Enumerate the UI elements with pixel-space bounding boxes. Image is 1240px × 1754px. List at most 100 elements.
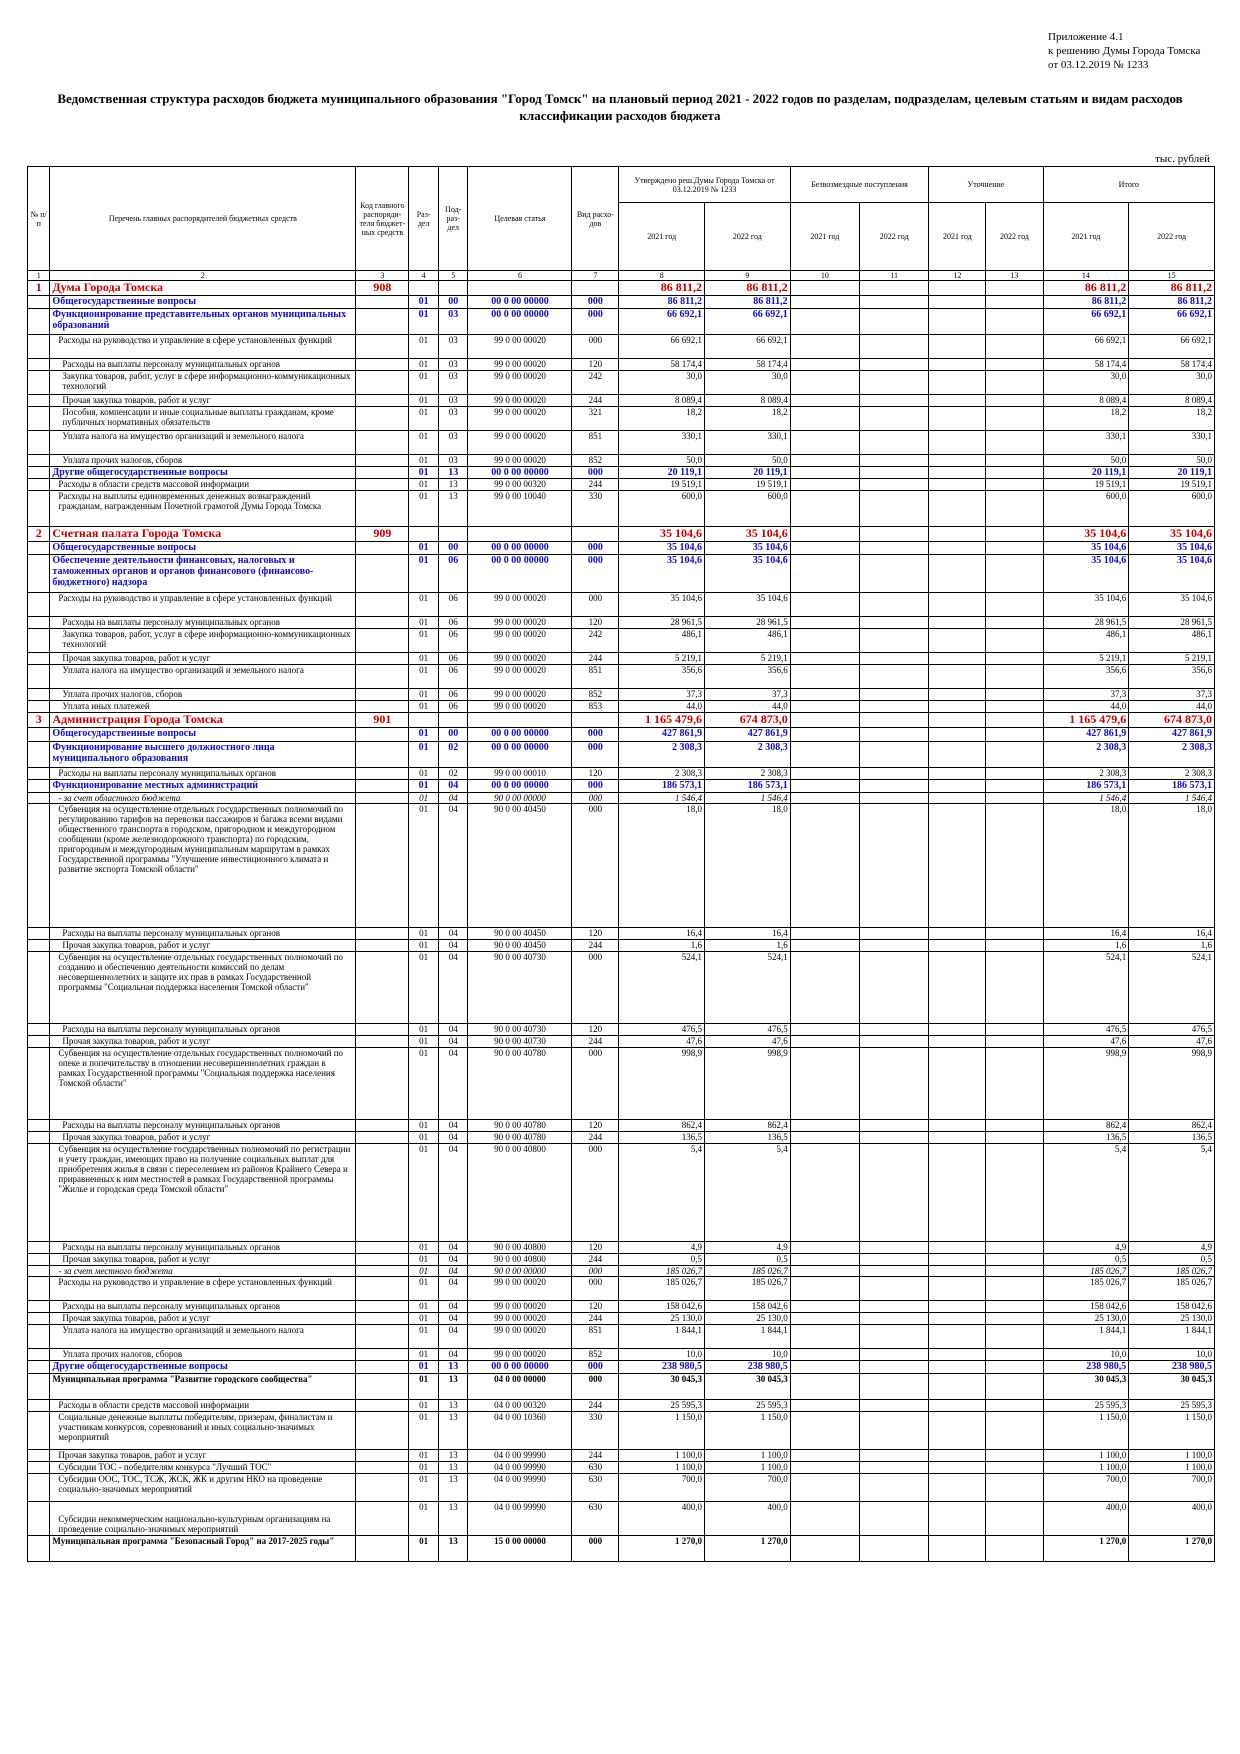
row-approved-2021: 330,1	[618, 430, 706, 455]
row-number	[26, 490, 51, 527]
row-clarify-2021	[928, 1473, 987, 1502]
row-vid: 321	[571, 406, 620, 431]
row-target: 99 0 00 00020	[467, 454, 573, 467]
row-total-2022: 35 104,6	[1128, 526, 1215, 542]
row-free-2022	[859, 554, 930, 593]
row-podrazdel: 03	[437, 394, 469, 407]
row-clarify-2021	[928, 478, 987, 491]
row-code: 901	[355, 712, 410, 728]
header-year: 2022 год	[704, 202, 791, 271]
row-approved-2022: 30 045,3	[704, 1373, 791, 1400]
table-row: Прочая закупка товаров, работ и услуг 01 0…	[26, 1253, 1215, 1266]
row-podrazdel: 04	[437, 1324, 469, 1349]
row-approved-2022: 400,0	[704, 1501, 791, 1536]
row-total-2022: 1 270,0	[1128, 1535, 1215, 1562]
row-number	[26, 1143, 51, 1242]
row-approved-2022: 47,6	[704, 1035, 791, 1048]
row-razdel	[408, 712, 439, 728]
row-free-2022	[859, 308, 930, 335]
row-approved-2022: 8 089,4	[704, 394, 791, 407]
row-code	[355, 652, 410, 665]
row-clarify-2022	[985, 592, 1044, 617]
row-code	[355, 1360, 410, 1374]
row-total-2021: 1 100,0	[1042, 1449, 1130, 1462]
row-name: Субвенция на осуществление отдельных гос…	[49, 951, 357, 1024]
row-approved-2021: 1 100,0	[618, 1449, 706, 1462]
row-razdel: 01	[408, 358, 439, 371]
row-approved-2022: 50,0	[704, 454, 791, 467]
row-approved-2022: 1 150,0	[704, 1411, 791, 1450]
row-free-2021	[789, 490, 861, 527]
row-name: - за счет областного бюджета	[49, 792, 357, 804]
row-podrazdel: 06	[437, 664, 469, 689]
row-name: Общегосударственные вопросы	[49, 727, 357, 742]
row-vid: 630	[571, 1501, 620, 1536]
table-row: Субвенция на осуществление отдельных гос…	[26, 803, 1215, 928]
header-year: 2021 год	[789, 202, 861, 271]
row-number	[26, 1276, 51, 1301]
row-number	[26, 1312, 51, 1325]
row-total-2021: 18,2	[1042, 406, 1130, 431]
row-target: 00 0 00 00000	[467, 741, 573, 768]
row-clarify-2021	[928, 1411, 987, 1450]
row-target: 90 0 00 40800	[467, 1143, 573, 1242]
row-free-2022	[859, 334, 930, 359]
row-podrazdel: 06	[437, 628, 469, 653]
row-total-2021: 330,1	[1042, 430, 1130, 455]
row-razdel: 01	[408, 1276, 439, 1301]
column-number: 8	[618, 270, 706, 281]
row-clarify-2021	[928, 1119, 987, 1132]
table-row: Муниципальная программа "Развитие городс…	[26, 1373, 1215, 1400]
row-total-2022: 186 573,1	[1128, 779, 1215, 793]
row-clarify-2022	[985, 1348, 1044, 1361]
row-razdel: 01	[408, 592, 439, 617]
row-clarify-2022	[985, 1119, 1044, 1132]
row-code	[355, 628, 410, 653]
row-clarify-2021	[928, 394, 987, 407]
row-number	[26, 308, 51, 335]
row-free-2022	[859, 1276, 930, 1301]
row-total-2021: 35 104,6	[1042, 526, 1130, 542]
row-number	[26, 295, 51, 309]
row-code	[355, 1265, 410, 1277]
column-number: 4	[408, 270, 439, 281]
row-code	[355, 927, 410, 940]
table-row: Обеспечение деятельности финансовых, нал…	[26, 554, 1215, 593]
row-free-2022	[859, 541, 930, 555]
row-vid: 000	[571, 951, 620, 1024]
row-code	[355, 1035, 410, 1048]
row-number	[26, 1461, 51, 1474]
table-row: Прочая закупка товаров, работ и услуг 01 0…	[26, 1312, 1215, 1325]
row-vid: 120	[571, 1119, 620, 1132]
row-free-2021	[789, 652, 861, 665]
row-free-2021	[789, 1276, 861, 1301]
row-clarify-2021	[928, 1373, 987, 1400]
header-year: 2022 год	[1128, 202, 1215, 271]
table-row: Прочая закупка товаров, работ и услуг 01 0…	[26, 1131, 1215, 1144]
row-podrazdel: 02	[437, 767, 469, 780]
column-number-row: 1 2 3 4 5 6 7 8 9 10 11 12 13 14 15	[26, 270, 1215, 281]
row-clarify-2022	[985, 358, 1044, 371]
row-podrazdel	[437, 280, 469, 296]
row-razdel: 01	[408, 1035, 439, 1048]
row-clarify-2022	[985, 700, 1044, 713]
row-approved-2021: 1 546,4	[618, 792, 706, 804]
row-razdel: 01	[408, 1119, 439, 1132]
row-clarify-2021	[928, 927, 987, 940]
row-name: Расходы на выплаты персоналу муниципальн…	[49, 1023, 357, 1036]
row-free-2021	[789, 951, 861, 1024]
row-target: 04 0 00 99990	[467, 1449, 573, 1462]
row-name: Дума Города Томска	[49, 280, 357, 296]
row-clarify-2021	[928, 1535, 987, 1562]
table-row: Уплата иных платежей 01 06 99 0 00 00020 853…	[26, 700, 1215, 713]
row-name: Функционирование высшего должностного ли…	[49, 741, 357, 768]
row-vid: 851	[571, 430, 620, 455]
row-total-2021: 5 219,1	[1042, 652, 1130, 665]
row-target: 99 0 00 00020	[467, 334, 573, 359]
row-vid: 000	[571, 1535, 620, 1562]
table-row: Общегосударственные вопросы 01 00 00 0 00 0…	[26, 727, 1215, 742]
row-target: 99 0 00 00020	[467, 394, 573, 407]
row-target: 04 0 00 99990	[467, 1501, 573, 1536]
row-free-2022	[859, 803, 930, 928]
row-name: Субвенция на осуществление государственн…	[49, 1143, 357, 1242]
